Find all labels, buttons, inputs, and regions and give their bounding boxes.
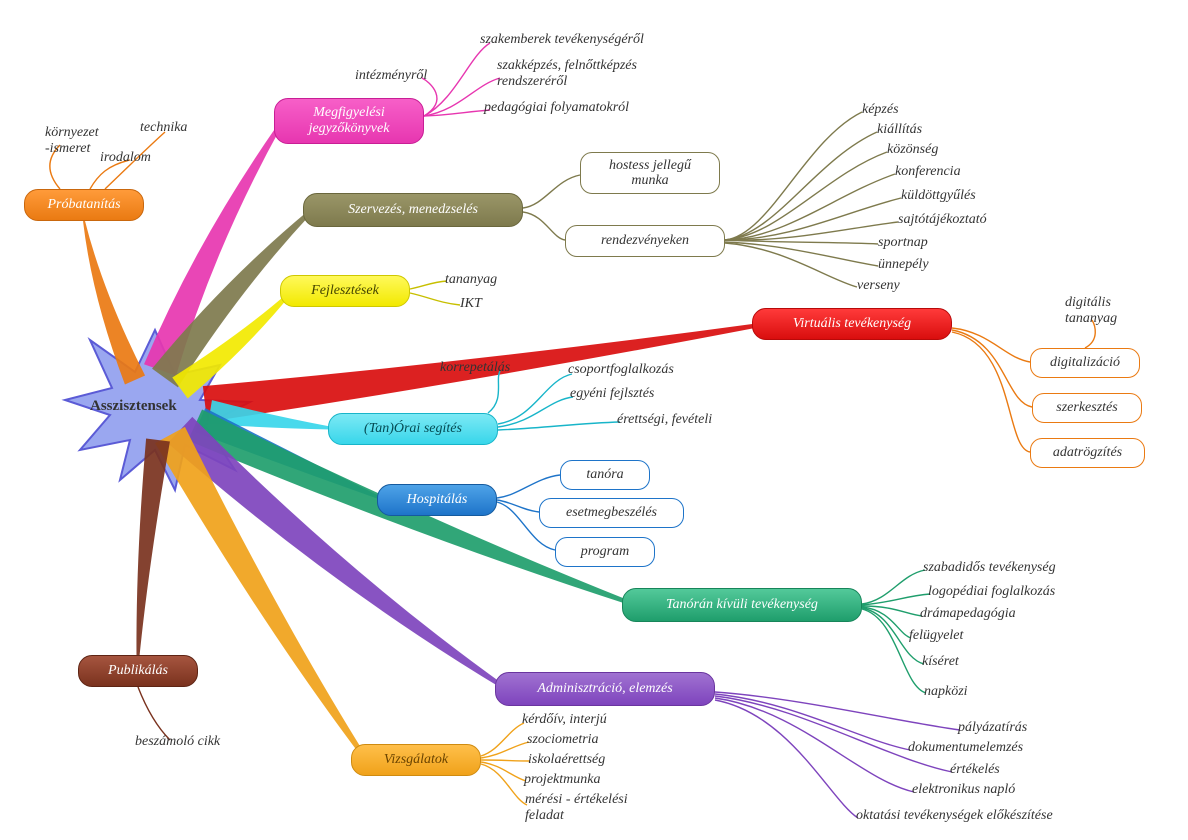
leaf: iskolaérettség (528, 752, 605, 768)
leaf: napközi (924, 684, 968, 700)
subnode: rendezvényeken (565, 225, 725, 257)
leaf: logopédiai foglalkozás (928, 584, 1055, 600)
branch-tanorai: (Tan)Órai segítés (328, 413, 498, 445)
subnode: szerkesztés (1032, 393, 1142, 423)
leaf: technika (140, 120, 187, 136)
leaf: konferencia (895, 164, 961, 180)
branch-probatanitas: Próbatanítás (24, 189, 144, 221)
leaf: szabadidős tevékenység (923, 560, 1056, 576)
leaf: irodalom (100, 150, 151, 166)
branch-adminisztracio: Adminisztráció, elemzés (495, 672, 715, 706)
leaf: ünnepély (878, 257, 929, 273)
leaf: szociometria (527, 732, 599, 748)
subnode: digitalizáció (1030, 348, 1140, 378)
branch-publikalas: Publikálás (78, 655, 198, 687)
node-layer: Asszisztensek Próbatanítás környezet-ismer… (0, 0, 1188, 840)
leaf: korrepetálás (440, 360, 510, 376)
leaf: szakképzés, felnőttképzésrendszeréről (497, 58, 637, 90)
center-node: Asszisztensek (90, 398, 177, 415)
leaf: IKT (460, 296, 482, 312)
leaf: egyéni fejlsztés (570, 386, 654, 402)
leaf: képzés (862, 102, 899, 118)
branch-vizsgalatok: Vizsgálatok (351, 744, 481, 776)
leaf: sajtótájékoztató (898, 212, 987, 228)
leaf: közönség (887, 142, 938, 158)
leaf: tananyag (445, 272, 497, 288)
leaf: környezet-ismeret (45, 125, 99, 157)
branch-tanoran_kivuli: Tanórán kívüli tevékenység (622, 588, 862, 622)
leaf: elektronikus napló (912, 782, 1015, 798)
leaf: pedagógiai folyamatokról (484, 100, 629, 116)
leaf: értékelés (950, 762, 1000, 778)
leaf: verseny (857, 278, 900, 294)
subnode: hostess jellegűmunka (580, 152, 720, 194)
leaf: érettségi, fevételi (617, 412, 712, 428)
leaf: projektmunka (524, 772, 600, 788)
leaf: drámapedagógia (920, 606, 1016, 622)
subnode: adatrögzítés (1030, 438, 1145, 468)
branch-hospitalas: Hospitálás (377, 484, 497, 516)
branch-fejlesztesek: Fejlesztések (280, 275, 410, 307)
leaf: felügyelet (909, 628, 963, 644)
branch-megfigyelesi: Megfigyelésijegyzőkönyvek (274, 98, 424, 144)
leaf: oktatási tevékenységek előkészítése (856, 808, 1053, 824)
leaf: kérdőív, interjú (522, 712, 607, 728)
leaf: csoportfoglalkozás (568, 362, 674, 378)
leaf: dokumentumelemzés (908, 740, 1023, 756)
branch-virtualis: Virtuális tevékenység (752, 308, 952, 340)
leaf: sportnap (878, 235, 928, 251)
subnode: esetmegbeszélés (539, 498, 684, 528)
leaf: kíséret (922, 654, 959, 670)
subnode: program (555, 537, 655, 567)
leaf: szakemberek tevékenységéről (480, 32, 644, 48)
leaf: intézményről (355, 68, 427, 84)
leaf: kiállítás (877, 122, 922, 138)
leaf: küldöttgyűlés (901, 188, 976, 204)
leaf: beszámoló cikk (135, 734, 220, 750)
leaf: mérési - értékelésifeladat (525, 792, 628, 824)
branch-szervezes: Szervezés, menedzselés (303, 193, 523, 227)
leaf: pályázatírás (958, 720, 1027, 736)
leaf: digitálistananyag (1065, 295, 1117, 327)
subnode: tanóra (560, 460, 650, 490)
